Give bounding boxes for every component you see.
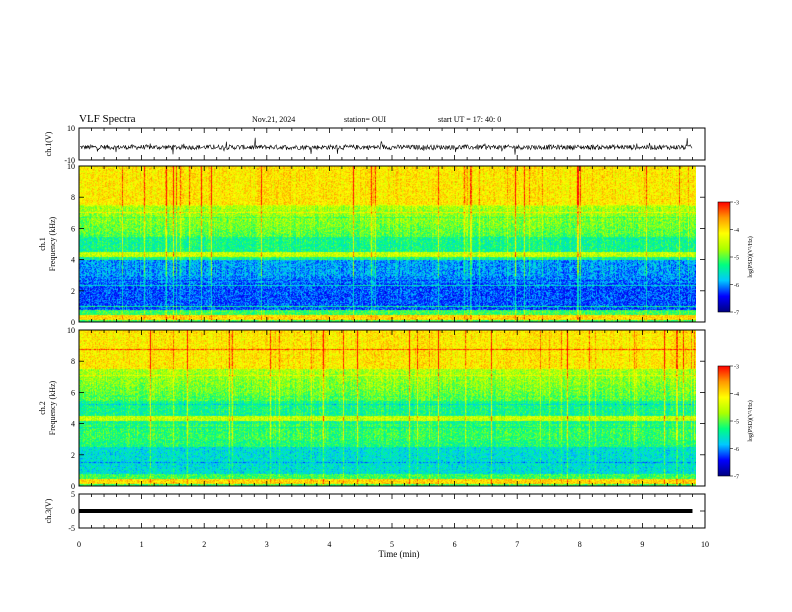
y-tick-label: 6 [71, 388, 75, 397]
y-tick-label: 0 [71, 318, 75, 327]
y-tick-label: 2 [71, 287, 75, 296]
y-tick-label: 5 [71, 490, 75, 499]
y-tick-label: 4 [71, 420, 75, 429]
y-axis-label: Frequency (kHz) [48, 216, 57, 271]
panel-ch1-spectrogram: 0 2 4 6 8 10 ch.1 Frequency (kHz) [38, 162, 706, 327]
colorbar-tick-label: -7 [734, 311, 739, 317]
colorbar-scale [717, 201, 731, 313]
panel-ch1-waveform: 10 -10 ch.1(V) [44, 124, 706, 165]
y-tick-label: -5 [68, 524, 75, 533]
colorbar-ch1: -3 -4 -5 -6 -7 log(PSD)(V²/Hz) [717, 201, 754, 317]
colorbar-label: log(PSD)(V²/Hz) [747, 236, 754, 277]
start-ut-label: start UT = 17: 40: 0 [438, 115, 501, 124]
x-tick-label: 9 [640, 540, 644, 549]
y-tick-label: 4 [71, 256, 75, 265]
panel-ch3-waveform: 5 0 -5 ch.3(V) [44, 490, 706, 533]
y-axis-label: ch.1(V) [44, 131, 53, 156]
colorbar-tick-label: -4 [734, 392, 739, 398]
x-tick-label: 3 [265, 540, 269, 549]
y-axis-label: Frequency (kHz) [48, 380, 57, 435]
y-axis-label: ch.2 [38, 401, 47, 415]
x-tick-label: 10 [701, 540, 709, 549]
colorbar-scale [717, 365, 731, 477]
x-tick-label: 8 [578, 540, 582, 549]
colorbar-tick-label: -4 [734, 228, 739, 234]
colorbar-tick-label: -6 [734, 283, 739, 289]
figure-title: VLF Spectra [79, 113, 136, 125]
x-tick-label: 2 [202, 540, 206, 549]
y-tick-label: 10 [67, 162, 75, 171]
colorbar-tick-label: -5 [734, 256, 739, 262]
y-axis-label: ch.3(V) [44, 498, 53, 523]
x-tick-label: 0 [77, 540, 81, 549]
x-tick-labels: 0 1 2 3 4 5 6 7 8 9 10 [77, 540, 709, 549]
x-tick-label: 1 [140, 540, 144, 549]
colorbar-tick-label: -6 [734, 447, 739, 453]
panel-ch2-spectrogram: 0 2 4 6 8 10 ch.2 Frequency (kHz) [38, 326, 706, 491]
x-tick-label: 6 [453, 540, 457, 549]
spectrogram-image [79, 166, 696, 322]
colorbar-tick-label: -3 [734, 201, 739, 207]
y-tick-label: 10 [67, 326, 75, 335]
x-tick-label: 7 [515, 540, 519, 549]
x-tick-label: 4 [327, 540, 331, 549]
y-tick-label: 0 [71, 507, 75, 516]
spectrogram-image [79, 330, 696, 486]
station-label: station= OUI [344, 115, 386, 124]
y-tick-label: 8 [71, 357, 75, 366]
y-tick-label: -10 [64, 156, 75, 165]
colorbar-label: log(PSD)(V²/Hz) [747, 400, 754, 441]
x-tick-label: 5 [390, 540, 394, 549]
y-tick-label: 8 [71, 193, 75, 202]
colorbar-tick-label: -5 [734, 420, 739, 426]
ch1-waveform-line [79, 137, 693, 155]
y-tick-label: 2 [71, 451, 75, 460]
x-axis-label: Time (min) [379, 549, 420, 559]
y-tick-label: 0 [71, 482, 75, 491]
colorbar-ch2: -3 -4 -5 -6 -7 log(PSD)(V²/Hz) [717, 365, 754, 481]
y-tick-label: 10 [67, 124, 75, 133]
colorbar-tick-label: -7 [734, 475, 739, 481]
y-tick-label: 6 [71, 224, 75, 233]
y-axis-label: ch.1 [38, 237, 47, 251]
date-label: Nov.21, 2024 [252, 115, 295, 124]
colorbar-tick-label: -3 [734, 365, 739, 371]
